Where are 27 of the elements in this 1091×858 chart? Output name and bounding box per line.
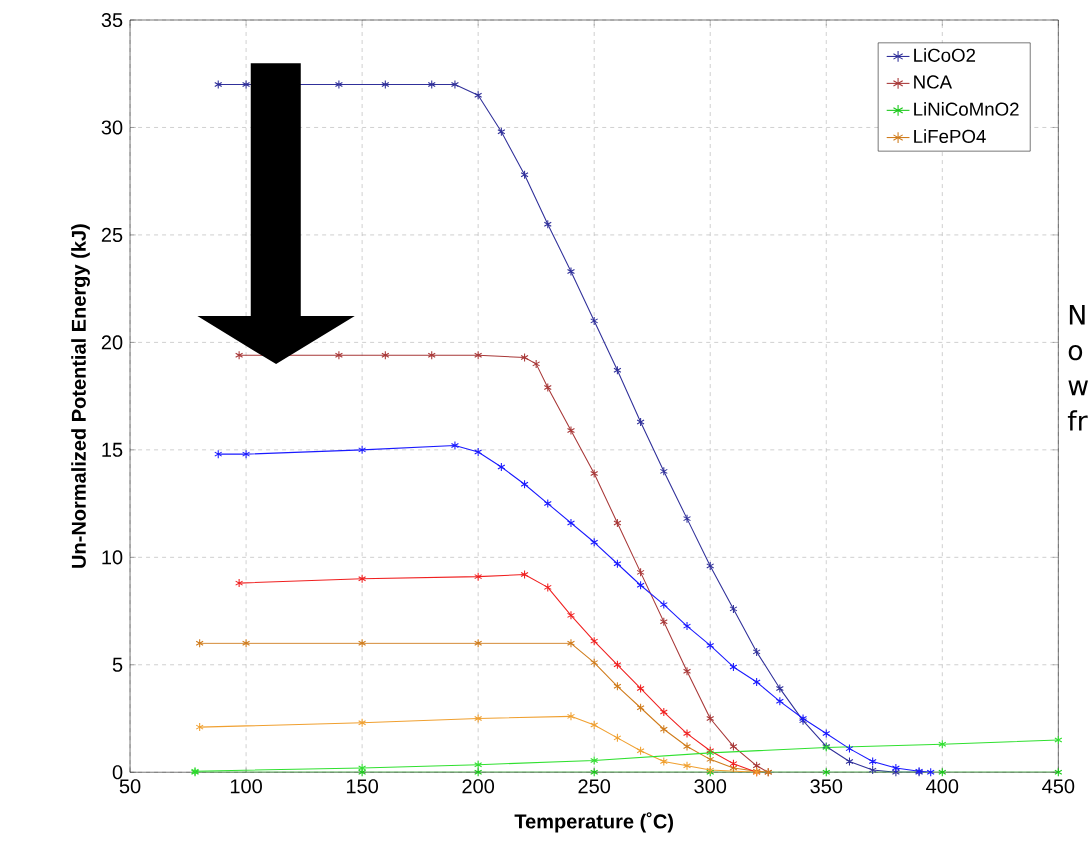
text: fr xyxy=(1067,410,1088,431)
y-tick-label: 25 xyxy=(101,227,123,242)
y-tick-label: 15 xyxy=(102,442,123,457)
x-tick-label: 100 xyxy=(230,779,262,794)
y-axis-title: Un-Normalized Potential Energy (kJ) xyxy=(71,224,90,568)
x-tick-label: 350 xyxy=(810,779,843,794)
legend-label: LiNiCoMnO2 xyxy=(914,101,1019,116)
x-tick-label: 50 xyxy=(119,779,141,794)
x-axis-title: Temperature (˚C) xyxy=(514,812,674,833)
x-tick-label: 200 xyxy=(462,779,495,794)
x-tick-label: 450 xyxy=(1042,779,1075,794)
text: w xyxy=(1068,380,1088,396)
y-tick-label: 20 xyxy=(101,335,123,350)
legend-label: NCA xyxy=(914,75,953,89)
y-tick-label: 35 xyxy=(101,12,123,27)
x-tick-label: 400 xyxy=(926,779,959,794)
y-tick-label: 10 xyxy=(102,550,123,565)
text: o xyxy=(1068,344,1083,361)
legend-label: LiCoO2 xyxy=(914,48,976,62)
x-tick-label: 250 xyxy=(578,779,611,794)
legend-label: LiFePO4 xyxy=(914,129,986,143)
x-tick-label: 150 xyxy=(346,779,379,794)
y-tick-label: 5 xyxy=(112,657,123,672)
x-tick-label: 300 xyxy=(694,779,727,794)
text: N xyxy=(1069,304,1085,325)
y-tick-label: 30 xyxy=(101,120,123,135)
y-tick-label: 0 xyxy=(112,765,123,780)
